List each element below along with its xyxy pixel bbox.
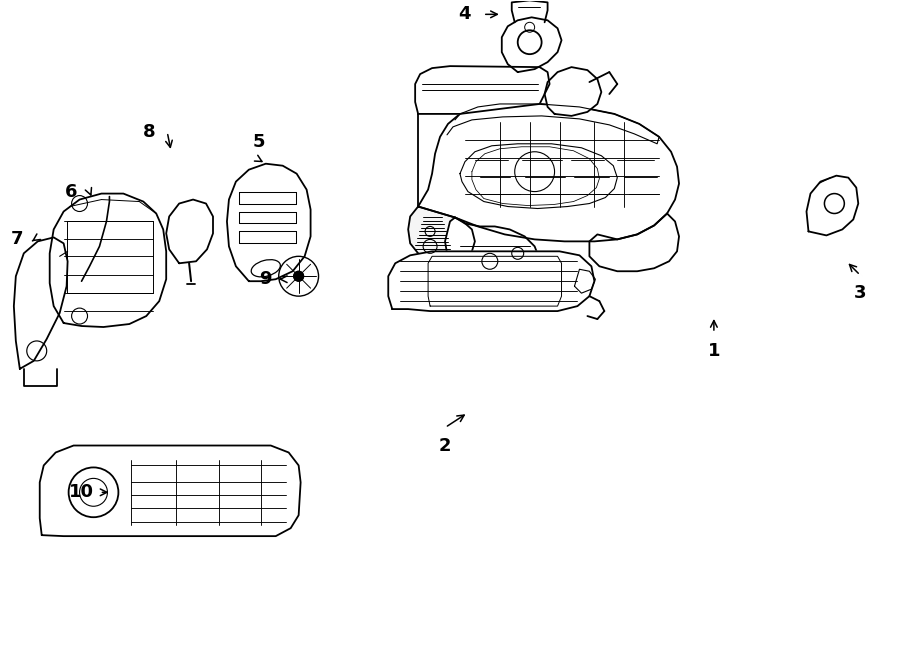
Polygon shape [445,217,540,283]
Polygon shape [415,66,550,114]
Text: 7: 7 [11,231,23,249]
Text: 10: 10 [69,483,94,501]
Polygon shape [544,67,601,116]
Polygon shape [388,251,594,311]
Text: 9: 9 [259,270,272,288]
Polygon shape [806,176,859,235]
Text: 3: 3 [854,284,867,302]
Polygon shape [502,17,562,72]
Circle shape [293,271,303,281]
Polygon shape [14,237,68,369]
Text: 8: 8 [143,123,156,141]
Polygon shape [40,446,301,536]
Polygon shape [418,104,679,241]
Text: 5: 5 [253,133,266,151]
Polygon shape [409,206,475,261]
Text: 2: 2 [439,436,451,455]
Polygon shape [460,144,617,208]
Polygon shape [166,200,213,263]
Polygon shape [590,214,679,271]
Text: 6: 6 [66,182,77,200]
Polygon shape [227,164,310,281]
Text: 4: 4 [459,5,472,23]
Text: 1: 1 [707,342,720,360]
Polygon shape [50,194,166,327]
Ellipse shape [251,260,281,277]
